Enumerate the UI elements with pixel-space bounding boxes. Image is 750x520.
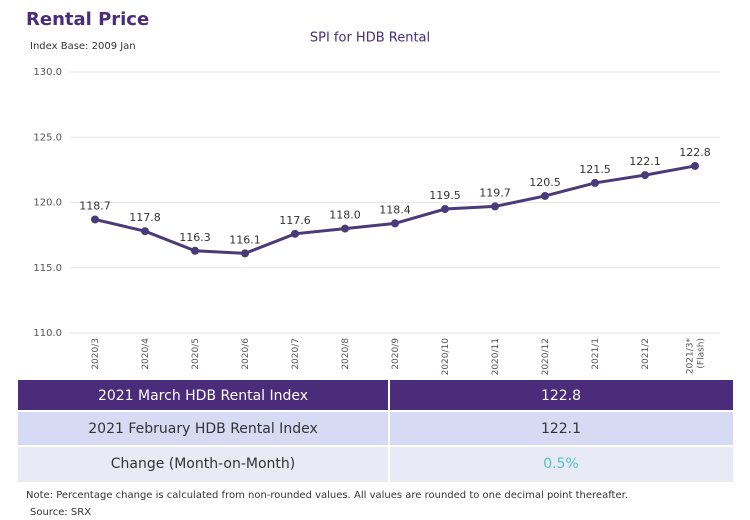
subtitle: Index Base: 2009 Jan: [30, 41, 136, 52]
table-text: 122.8: [541, 388, 581, 404]
x-tick-label: 2020/4: [141, 338, 151, 370]
x-tick-label: 2020/5: [191, 338, 201, 370]
y-tick-label: 115.0: [33, 263, 62, 274]
marker: [141, 227, 149, 236]
value-label: 117.6: [279, 214, 311, 227]
y-tick-label: 125.0: [33, 132, 62, 143]
value-label: 119.5: [429, 189, 461, 202]
y-tick-label: 110.0: [33, 328, 62, 339]
table-text: Change (Month-on-Month): [111, 456, 296, 472]
x-tick-label: 2020/3: [91, 338, 101, 370]
source: Source: SRX: [30, 507, 91, 518]
marker: [241, 249, 249, 258]
value-label: 116.3: [179, 231, 211, 244]
table-text: 2021 February HDB Rental Index: [88, 421, 317, 437]
marker: [441, 205, 449, 214]
table-text: 122.1: [541, 421, 581, 437]
x-tick-label: 2021/3*(Flash): [685, 338, 706, 375]
y-tick-label: 120.0: [33, 198, 62, 209]
x-tick-label: 2021/2: [641, 338, 651, 370]
value-label: 121.5: [579, 163, 611, 176]
y-tick-label: 130.0: [33, 67, 62, 78]
chart-title: SPI for HDB Rental: [310, 31, 430, 46]
x-tick-label: 2020/6: [241, 338, 251, 370]
value-label: 122.1: [629, 155, 661, 168]
marker: [591, 178, 599, 187]
x-tick-label: 2021/1: [591, 338, 601, 370]
table-text: 2021 March HDB Rental Index: [98, 388, 308, 404]
x-tick-label: 2020/7: [291, 338, 301, 370]
value-label: 116.1: [229, 233, 261, 246]
marker: [491, 202, 499, 211]
x-tick-label: 2020/9: [391, 338, 401, 370]
value-label: 118.4: [379, 203, 411, 216]
x-tick-label: 2020/10: [441, 338, 451, 376]
page-title: Rental Price: [26, 9, 149, 30]
x-tick-label: 2020/12: [541, 338, 551, 375]
table-cell: [390, 412, 733, 445]
value-label: 119.7: [479, 186, 511, 199]
x-tick-label: 2020/8: [341, 338, 351, 370]
note: Note: Percentage change is calculated fr…: [26, 490, 628, 501]
table-cell: [18, 412, 388, 445]
marker: [341, 224, 349, 233]
marker: [391, 219, 399, 228]
marker: [641, 171, 649, 180]
marker: [291, 229, 299, 238]
value-label: 118.7: [79, 199, 111, 212]
table-cell: [18, 447, 388, 482]
table-cell: [18, 380, 388, 410]
marker: [191, 246, 199, 255]
value-label: 120.5: [529, 176, 561, 189]
table-text: 0.5%: [543, 456, 579, 472]
table-cell: [390, 380, 733, 410]
x-tick-label: 2020/11: [491, 338, 501, 375]
marker: [541, 191, 549, 200]
table-cell: [390, 447, 733, 482]
value-label: 118.0: [329, 209, 361, 222]
value-label: 117.8: [129, 211, 161, 224]
marker: [91, 215, 99, 224]
value-label: 122.8: [679, 146, 711, 159]
marker: [691, 161, 699, 170]
